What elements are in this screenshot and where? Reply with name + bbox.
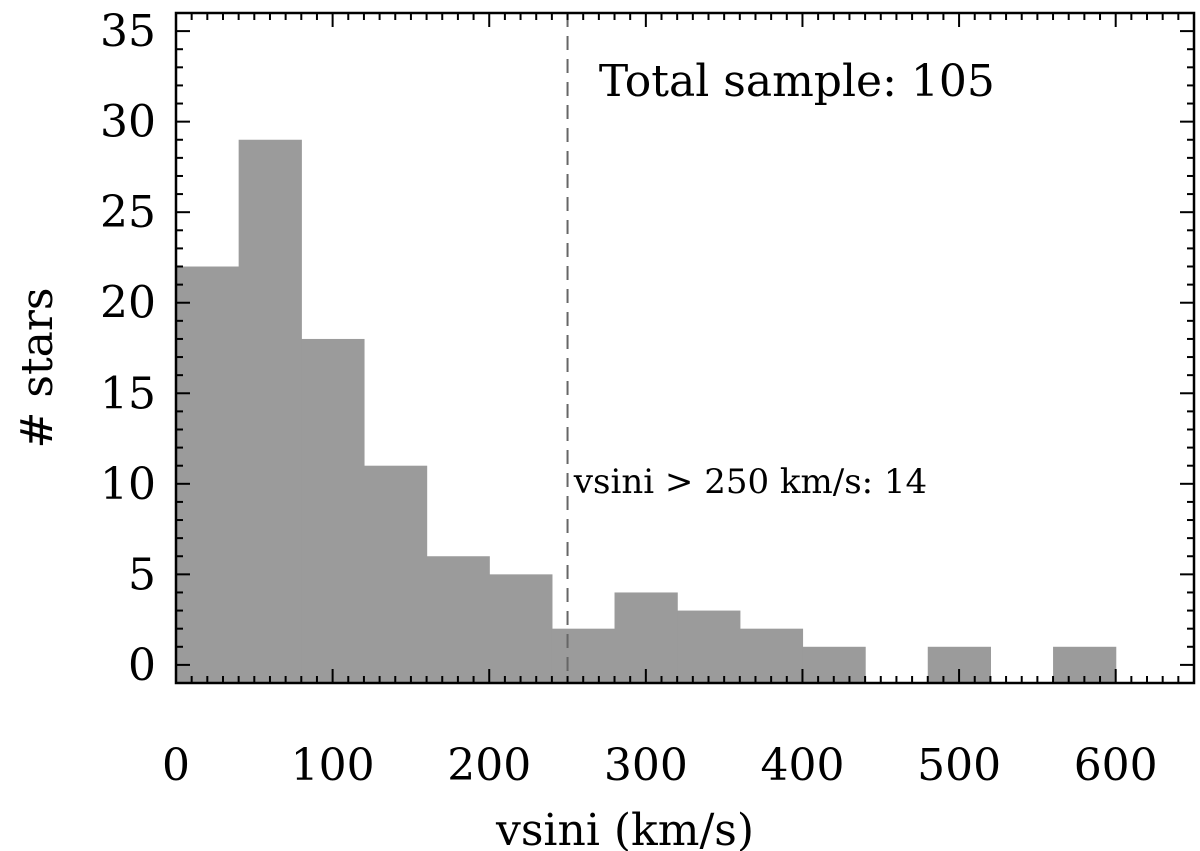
x-tick-label: 500 <box>917 740 1001 791</box>
y-tick-label: 30 <box>100 97 156 148</box>
histogram-bar <box>551 628 616 683</box>
histogram-bar <box>426 556 490 683</box>
histogram-bar <box>614 592 678 683</box>
y-tick-label: 35 <box>100 6 156 57</box>
y-tick-label: 5 <box>128 549 156 600</box>
x-tick-label: 400 <box>760 740 844 791</box>
y-tick-label: 10 <box>100 459 156 510</box>
y-tick-label: 0 <box>128 640 156 691</box>
x-axis-title: vsini (km/s) <box>495 805 754 851</box>
x-tick-labels: 0 100 200 300 400 500 600 <box>162 740 1158 791</box>
y-tick-labels: 0 5 10 15 20 25 30 35 <box>100 6 156 691</box>
histogram-bar <box>489 574 553 683</box>
histogram-bar <box>176 266 240 683</box>
fast-rotator-annotation: vsini > 250 km/s: 14 <box>573 462 927 502</box>
axis-ticks <box>175 13 1195 683</box>
total-sample-annotation: Total sample: 105 <box>599 56 995 107</box>
plot-frame <box>174 11 1196 685</box>
x-tick-label: 200 <box>447 740 531 791</box>
x-tick-label: 100 <box>291 740 375 791</box>
histogram-bars <box>176 139 1117 683</box>
x-tick-label: 600 <box>1074 740 1158 791</box>
y-tick-label: 25 <box>100 187 156 238</box>
y-tick-label: 15 <box>100 368 156 419</box>
histogram-bar <box>739 628 804 683</box>
y-axis-title: # stars <box>12 288 63 449</box>
histogram-bar <box>301 338 365 683</box>
y-tick-label: 20 <box>100 278 156 329</box>
histogram-bar <box>238 139 302 683</box>
histogram-bar <box>677 610 741 683</box>
histogram-bar <box>363 465 428 683</box>
x-tick-label: 0 <box>162 740 190 791</box>
x-tick-label: 300 <box>604 740 688 791</box>
annotations: Total sample: 105 vsini > 250 km/s: 14 <box>573 56 995 502</box>
